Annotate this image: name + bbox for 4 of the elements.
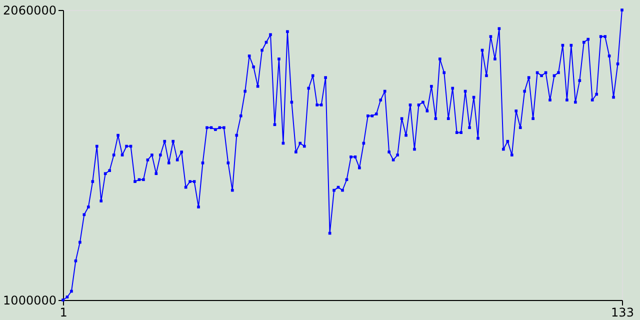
x-tick-label: 133 <box>611 306 634 320</box>
y-tick-label: 2060000 <box>3 4 56 18</box>
x-tick-label: 1 <box>60 306 68 320</box>
y-tick-label: 1000000 <box>3 294 56 308</box>
